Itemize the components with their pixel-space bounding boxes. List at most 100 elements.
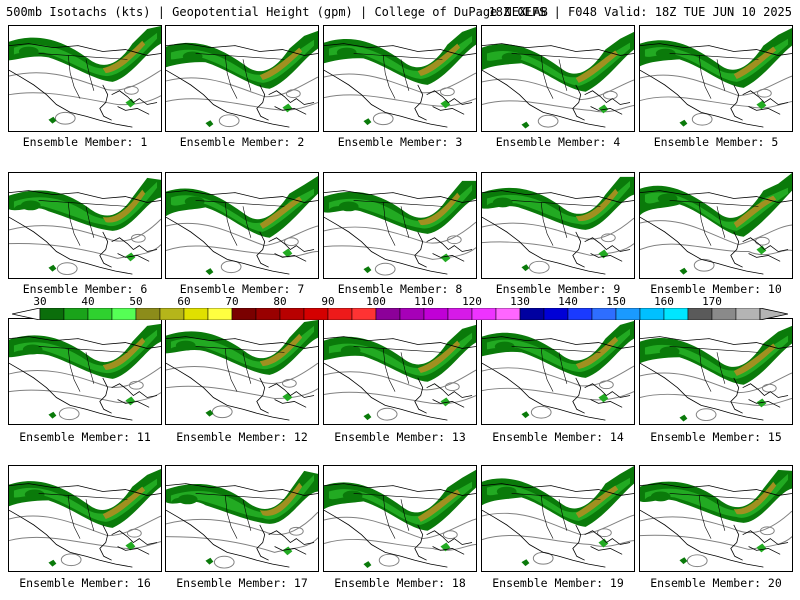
ensemble-member-caption: Ensemble Member: 6 (22, 282, 148, 296)
colorbar-tick-label: 60 (177, 295, 191, 308)
colorbar-tick-label: 100 (366, 295, 386, 308)
colorbar-tick-label: 140 (558, 295, 578, 308)
ensemble-map-panel (323, 465, 477, 572)
ensemble-map-panel (481, 25, 635, 132)
ensemble-map (324, 324, 476, 421)
colorbar-swatch (375, 308, 401, 320)
ensemble-map-panel (323, 318, 477, 425)
ensemble-map (9, 177, 161, 276)
ensemble-member-caption: Ensemble Member: 2 (179, 135, 305, 149)
ensemble-member-caption: Ensemble Member: 19 (492, 576, 624, 590)
colorbar (12, 308, 788, 320)
ensemble-map (166, 175, 318, 276)
ensemble-map (9, 323, 161, 421)
colorbar-right-arrow (759, 308, 788, 320)
ensemble-member-caption: Ensemble Member: 20 (650, 576, 782, 590)
colorbar-swatch (87, 308, 113, 320)
ensemble-map-panel (323, 172, 477, 279)
ensemble-map (166, 319, 318, 421)
colorbar-swatch (255, 308, 281, 320)
ensemble-map-panel (639, 172, 793, 279)
colorbar-tick-label: 80 (273, 295, 287, 308)
colorbar-swatch (423, 308, 449, 320)
ensemble-map (640, 325, 792, 422)
ensemble-member-caption: Ensemble Member: 15 (650, 430, 782, 444)
colorbar-swatch (111, 308, 137, 320)
colorbar-swatch (327, 308, 353, 320)
colorbar-swatch (207, 308, 233, 320)
ensemble-member-caption: Ensemble Member: 14 (492, 430, 624, 444)
ensemble-map (324, 469, 476, 569)
colorbar-swatch (495, 308, 521, 320)
ensemble-map (324, 26, 476, 128)
ensemble-map-panel (639, 25, 793, 132)
colorbar-tick-label: 150 (606, 295, 626, 308)
ensemble-map (482, 466, 634, 568)
ensemble-member-caption: Ensemble Member: 3 (337, 135, 463, 149)
colorbar-swatch (351, 308, 377, 320)
colorbar-swatch (231, 308, 257, 320)
colorbar-swatch (519, 308, 545, 320)
colorbar-tick-label: 110 (414, 295, 434, 308)
colorbar-swatch (711, 308, 737, 320)
colorbar-swatch (567, 308, 593, 320)
ensemble-member-caption: Ensemble Member: 4 (495, 135, 621, 149)
ensemble-map (324, 180, 476, 276)
colorbar-swatch (399, 308, 425, 320)
colorbar-swatch (183, 308, 209, 320)
ensemble-map-panel (165, 172, 319, 279)
colorbar-swatch (615, 308, 641, 320)
ensemble-member-caption: Ensemble Member: 18 (334, 576, 466, 590)
ensemble-map-panel (165, 25, 319, 132)
ensemble-member-caption: Ensemble Member: 13 (334, 430, 466, 444)
ensemble-map (482, 320, 634, 421)
ensemble-map-panel (165, 465, 319, 572)
ensemble-map (482, 31, 634, 129)
colorbar-swatch (663, 308, 689, 320)
ensemble-map (9, 468, 161, 568)
ensemble-map-panel (481, 465, 635, 572)
ensemble-map (166, 470, 318, 569)
ensemble-map-panel (165, 318, 319, 425)
colorbar-swatch (39, 308, 65, 320)
ensemble-map-panel (323, 25, 477, 132)
colorbar-tick-label: 130 (510, 295, 530, 308)
colorbar-left-arrow (12, 308, 41, 320)
colorbar-swatch (591, 308, 617, 320)
colorbar-swatch (543, 308, 569, 320)
ensemble-member-caption: Ensemble Member: 1 (22, 135, 148, 149)
header-run-info: 18Z GEFS | F048 Valid: 18Z TUE JUN 10 20… (488, 5, 792, 19)
colorbar-swatch (135, 308, 161, 320)
colorbar-swatch (639, 308, 665, 320)
ensemble-member-caption: Ensemble Member: 9 (495, 282, 621, 296)
ensemble-map-panel (481, 318, 635, 425)
colorbar-tick-label: 90 (321, 295, 335, 308)
ensemble-member-caption: Ensemble Member: 8 (337, 282, 463, 296)
ensemble-map (166, 30, 318, 128)
ensemble-member-caption: Ensemble Member: 7 (179, 282, 305, 296)
colorbar-swatch (735, 308, 761, 320)
ensemble-map (640, 469, 792, 568)
colorbar-swatch (471, 308, 497, 320)
ensemble-member-caption: Ensemble Member: 12 (176, 430, 308, 444)
ensemble-map-panel (8, 172, 162, 279)
colorbar-tick-label: 50 (129, 295, 143, 308)
ensemble-map-panel (639, 318, 793, 425)
ensemble-map (9, 26, 161, 128)
colorbar-swatch (63, 308, 89, 320)
colorbar-tick-label: 30 (33, 295, 47, 308)
ensemble-map (640, 27, 792, 128)
ensemble-map-panel (639, 465, 793, 572)
ensemble-member-caption: Ensemble Member: 11 (19, 430, 151, 444)
ensemble-map-panel (481, 172, 635, 279)
colorbar-swatch (303, 308, 329, 320)
colorbar-tick-label: 120 (462, 295, 482, 308)
ensemble-map-panel (8, 25, 162, 132)
colorbar-swatch (447, 308, 473, 320)
header-title: 500mb Isotachs (kts) | Geopotential Heig… (6, 5, 548, 19)
ensemble-member-caption: Ensemble Member: 17 (176, 576, 308, 590)
ensemble-map (640, 173, 792, 275)
ensemble-map-panel (8, 318, 162, 425)
colorbar-swatch (159, 308, 185, 320)
colorbar-swatch (687, 308, 713, 320)
